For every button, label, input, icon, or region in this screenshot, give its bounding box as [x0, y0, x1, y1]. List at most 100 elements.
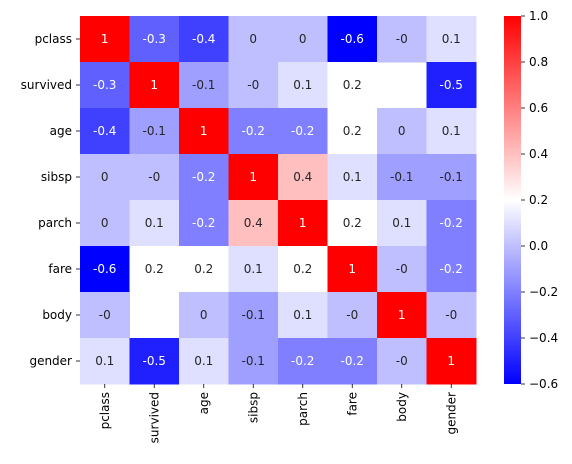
cell-value-label: 1	[348, 262, 356, 276]
cell-value-label: -0.2	[341, 354, 364, 368]
y-tick-label-sibsp: sibsp	[41, 170, 72, 184]
heatmap-cell-survived-pclass	[80, 62, 130, 109]
colorbar-tick-label: 0.4	[529, 147, 548, 161]
cell-value-label: -0.6	[93, 262, 116, 276]
cell-value-label: -0.1	[143, 124, 166, 138]
cell-value-label: -0.5	[440, 78, 463, 92]
colorbar-tick-label: 1.0	[529, 9, 548, 23]
cell-value-label: -0	[346, 308, 358, 322]
heatmap-cell-survived-survived	[129, 62, 180, 109]
cell-value-label: -0	[396, 354, 408, 368]
cell-value-label: -0	[396, 32, 408, 46]
cell-value-label: -0.2	[291, 124, 314, 138]
heatmap-cell-sibsp-pclass	[80, 154, 130, 201]
colorbar-tick-label: 0.2	[529, 193, 548, 207]
heatmap-cell-age-parch	[278, 108, 328, 155]
heatmap-cell-sibsp-parch	[278, 154, 328, 201]
cell-value-label: 0	[249, 32, 257, 46]
cell-value-label: -0	[148, 170, 160, 184]
colorbar-tick-label: 0.0	[529, 239, 548, 253]
heatmap-cell-age-fare	[327, 108, 378, 155]
heatmap-cell-parch-survived	[129, 200, 180, 247]
x-tick-label-fare: fare	[345, 392, 359, 416]
x-tick-label-gender: gender	[444, 392, 458, 435]
cell-value-label: -0.2	[440, 216, 463, 230]
heatmap-cell-fare-survived	[129, 246, 180, 293]
heatmap-cell-pclass-parch	[278, 16, 328, 63]
heatmap-cell-sibsp-sibsp	[228, 154, 279, 201]
cell-value-label: 0.2	[343, 216, 362, 230]
heatmap-cell-survived-gender	[426, 62, 477, 109]
cell-value-label: -0.2	[192, 216, 215, 230]
cell-value-label: -0	[99, 308, 111, 322]
cell-value-label: 0.1	[145, 216, 164, 230]
heatmap-cell-fare-gender	[426, 246, 477, 293]
heatmap-cell-body-age	[179, 292, 229, 339]
colorbar-ticks: 1.0 0.8 0.6 0.4 0.2 0.0 −0.2 −0.4 −0.6	[521, 9, 558, 391]
cell-value-label: -0.6	[341, 32, 364, 46]
x-tick-label-age: age	[197, 392, 211, 414]
cell-value-label: 1	[200, 124, 208, 138]
heatmap-cell-sibsp-body	[377, 154, 427, 201]
heatmap-cell-labels: 1 -0.3 -0.4 0 0 -0.6 -0 0.1 -0.3 1 -0.1 -0 0.1 0.2 -0.…	[93, 32, 463, 368]
cell-value-label: -0.2	[192, 170, 215, 184]
x-tick-label-parch: parch	[296, 392, 310, 426]
cell-value-label: -0.3	[143, 32, 166, 46]
y-tick-label-survived: survived	[21, 78, 72, 92]
cell-value-label: -0.5	[143, 354, 166, 368]
heatmap-cell-pclass-gender	[426, 16, 477, 63]
heatmap-cell-survived-parch	[278, 62, 328, 109]
heatmap-cell-gender-age	[179, 338, 229, 385]
cell-value-label: 0.1	[442, 32, 461, 46]
colorbar-tick-label: −0.2	[529, 285, 558, 299]
heatmap-cell-parch-age	[179, 200, 229, 247]
heatmap-cell-parch-sibsp	[228, 200, 279, 247]
heatmap-cell-parch-pclass	[80, 200, 130, 247]
heatmap-cell-parch-fare	[327, 200, 378, 247]
heatmap-cell-gender-sibsp	[228, 338, 279, 385]
cell-value-label: 0.2	[293, 262, 312, 276]
heatmap-cells	[80, 16, 477, 385]
heatmap-cell-fare-pclass	[80, 246, 130, 293]
heatmap-cell-survived-sibsp	[228, 62, 279, 109]
cell-value-label: -0.1	[440, 170, 463, 184]
y-tick-label-fare: fare	[48, 262, 72, 276]
heatmap-cell-body-fare	[327, 292, 378, 339]
colorbar-tick-label: −0.6	[529, 377, 558, 391]
cell-value-label: 0	[299, 32, 307, 46]
cell-value-label: 0.1	[392, 216, 411, 230]
heatmap-cell-age-pclass	[80, 108, 130, 155]
heatmap-cell-body-pclass	[80, 292, 130, 339]
cell-value-label: 0.1	[442, 124, 461, 138]
heatmap-cell-age-age	[179, 108, 229, 155]
heatmap-cell-age-survived	[129, 108, 180, 155]
cell-value-label: 1	[447, 354, 455, 368]
x-axis-ticks: pclass survived age sibsp parch fare body gende…	[98, 384, 458, 443]
heatmap-cell-body-body	[377, 292, 427, 339]
colorbar-tick-label: 0.8	[529, 55, 548, 69]
colorbar: 1.0 0.8 0.6 0.4 0.2 0.0 −0.2 −0.4 −0.6	[504, 9, 558, 391]
colorbar-gradient	[504, 16, 521, 384]
heatmap-cell-pclass-pclass	[80, 16, 130, 63]
cell-value-label: -0.2	[291, 354, 314, 368]
cell-value-label: 0.2	[194, 262, 213, 276]
cell-value-label: -0	[247, 78, 259, 92]
heatmap-cell-survived-fare	[327, 62, 378, 109]
heatmap-cell-pclass-fare	[327, 16, 378, 63]
cell-value-label: -0.2	[440, 262, 463, 276]
cell-value-label: 1	[398, 308, 406, 322]
colorbar-tick-label: 0.6	[529, 101, 548, 115]
cell-value-label: 0.1	[293, 78, 312, 92]
heatmap-cell-body-parch	[278, 292, 328, 339]
heatmap-cell-pclass-sibsp	[228, 16, 279, 63]
heatmap-cell-fare-body	[377, 246, 427, 293]
heatmap-cell-pclass-survived	[129, 16, 180, 63]
heatmap-cell-sibsp-survived	[129, 154, 180, 201]
cell-value-label: -0	[396, 262, 408, 276]
y-tick-label-parch: parch	[38, 216, 72, 230]
x-tick-label-survived: survived	[147, 392, 161, 443]
cell-value-label: 0.4	[293, 170, 312, 184]
cell-value-label: 0	[398, 124, 406, 138]
heatmap-cell-age-gender	[426, 108, 477, 155]
